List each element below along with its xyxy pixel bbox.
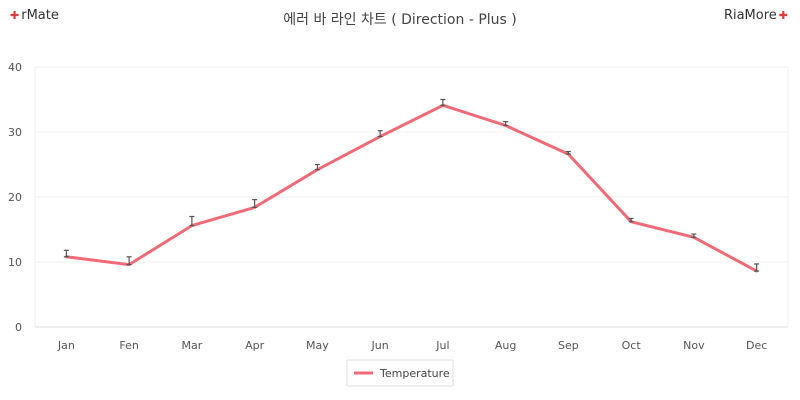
chart-title: 에러 바 라인 차트 ( Direction - Plus ): [283, 12, 517, 28]
x-tick-label: Nov: [683, 339, 705, 352]
plus-icon: ✚: [778, 9, 788, 22]
error-bar: [63, 249, 69, 258]
error-bar: [565, 150, 571, 155]
error-bar: [503, 120, 509, 127]
x-tick-label: Jan: [57, 339, 75, 352]
x-tick-label: Apr: [245, 339, 265, 352]
error-bar: [440, 98, 446, 106]
x-tick-label: Dec: [746, 339, 767, 352]
y-tick-label: 40: [8, 61, 22, 74]
brand-left-label: rMate: [21, 8, 59, 23]
x-tick-label: Jul: [435, 339, 449, 352]
error-bar: [189, 215, 195, 227]
series-line-temperature: [64, 103, 759, 273]
y-tick-label: 30: [8, 126, 22, 139]
brand-logo-right: RiaMore ✚: [724, 8, 788, 23]
x-tick-label: Oct: [622, 339, 642, 352]
x-tick-label: Mar: [181, 339, 202, 352]
error-bar: [377, 130, 383, 138]
x-tick-label: Jun: [371, 339, 389, 352]
legend-label-temperature: Temperature: [379, 367, 450, 380]
y-tick-label: 10: [8, 256, 22, 269]
brand-right-label: RiaMore: [723, 8, 777, 23]
error-bar: [628, 217, 634, 223]
error-bar: [314, 163, 320, 171]
x-tick-label: Sep: [558, 339, 579, 352]
x-tick-label: May: [306, 339, 329, 352]
plus-icon: ✚: [10, 9, 20, 22]
y-tick-label: 20: [8, 191, 22, 204]
y-tick-label: 0: [15, 321, 22, 334]
error-bar: [252, 199, 258, 208]
brand-logo-left: ✚ rMate: [10, 8, 59, 23]
error-bar: [754, 263, 760, 272]
x-tick-label: Fen: [119, 339, 138, 352]
error-bar: [126, 256, 132, 266]
x-tick-label: Aug: [495, 339, 516, 352]
error-bar: [691, 233, 697, 238]
legend-box: [346, 359, 454, 387]
